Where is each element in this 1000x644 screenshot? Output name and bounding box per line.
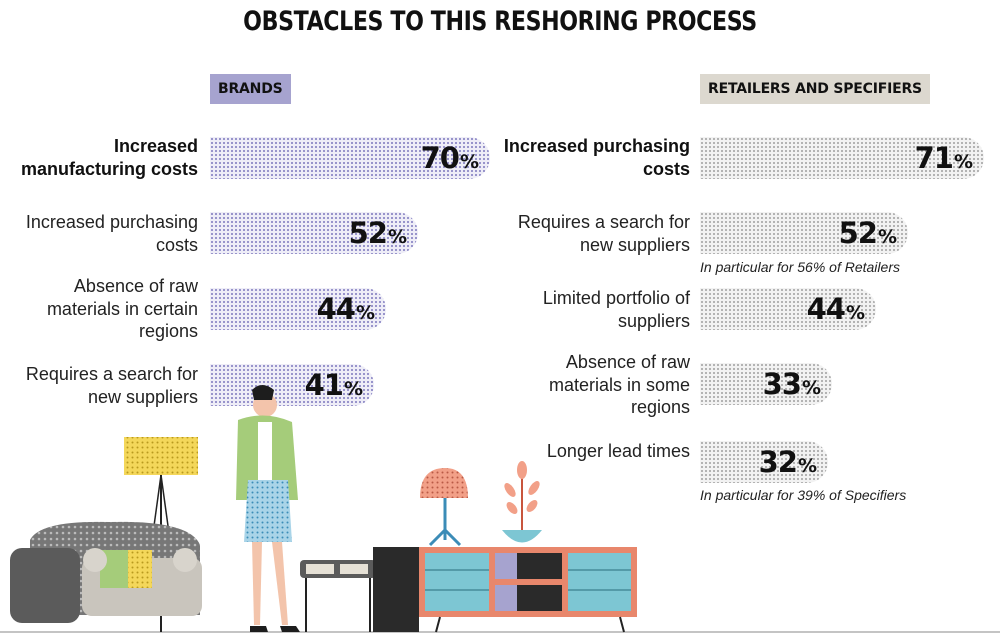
retailers-note: In particular for 39% of Specifiers (700, 487, 907, 503)
brands-bar: 70% (210, 137, 490, 179)
retailers-value-label: 44% (806, 292, 865, 326)
retailers-note: In particular for 56% of Retailers (700, 259, 900, 275)
brands-bar: 44% (210, 288, 386, 330)
retailers-bar: 52% (700, 212, 908, 254)
brands-category-label: Increased manufacturing costs (20, 136, 198, 179)
retailers-category-label: Increased purchasing costs (503, 136, 690, 179)
brands-bar: 52% (210, 212, 418, 254)
retailers-category-label: Limited portfolio of suppliers (542, 288, 690, 331)
retailers-bar: 44% (700, 288, 876, 330)
brands-value-label: 44% (316, 292, 375, 326)
brands-bar: 41% (210, 364, 374, 406)
brands-category-label: Absence of raw materials in certain regi… (46, 276, 198, 341)
retailers-value-label: 32% (758, 445, 817, 479)
brands-value-label: 70% (420, 141, 479, 175)
retailers-category-label: Requires a search for new suppliers (517, 212, 690, 255)
brands-category-label: Increased purchasing costs (25, 212, 198, 255)
retailers-category-label: Longer lead times (546, 441, 690, 461)
retailers-value-label: 33% (762, 367, 821, 401)
brands-value-label: 52% (348, 216, 407, 250)
retailers-value-label: 52% (838, 216, 897, 250)
retailers-value-label: 71% (914, 141, 973, 175)
retailers-bar: 33% (700, 363, 832, 405)
brands-value-label: 41% (304, 368, 363, 402)
brands-panel-title: BRANDS (210, 74, 291, 104)
retailers-panel-title: RETAILERS AND SPECIFIERS (700, 74, 930, 104)
chart-title: OBSTACLES TO THIS RESHORING PROCESS (243, 6, 757, 37)
retailers-category-label: Absence of raw materials in some regions (548, 352, 690, 417)
retailers-bar: 32% (700, 441, 828, 483)
interior-illustration (0, 385, 1000, 633)
brands-category-label: Requires a search for new suppliers (25, 364, 198, 407)
retailers-bar: 71% (700, 137, 984, 179)
